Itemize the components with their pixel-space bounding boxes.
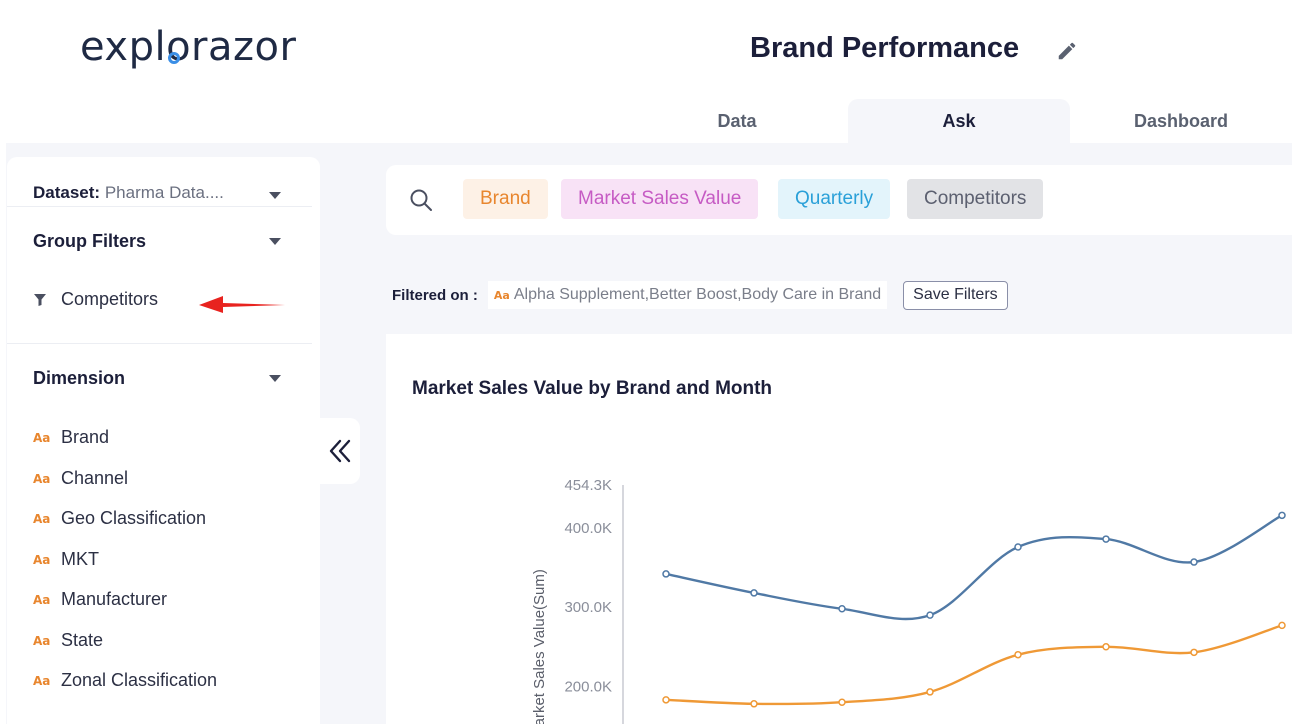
tab-data[interactable]: Data [717, 110, 757, 131]
text-type-icon: Aa [33, 633, 51, 648]
data-point [926, 688, 934, 696]
dataset-selector[interactable]: Dataset: Pharma Data.... [33, 183, 224, 203]
text-type-icon: Aa [33, 673, 51, 688]
dimension-item-geo-classification[interactable]: Aa Geo Classification [33, 508, 206, 529]
filtered-on-label: Filtered on : [392, 286, 478, 304]
series-line-2 [665, 624, 1283, 706]
text-type-icon: Aa [33, 430, 51, 445]
y-axis-label: Market Sales Value(Sum) [531, 569, 548, 724]
line-chart: 454.3K 400.0K 300.0K 200.0K Market Sales Val… [531, 477, 1286, 724]
logo[interactable]: explorazor [80, 24, 297, 70]
dataset-value: Pharma Data.... [104, 183, 224, 202]
y-tick-label: 454.3K [564, 477, 612, 494]
dimension-item-mkt[interactable]: Aa MKT [33, 549, 99, 570]
divider [7, 206, 312, 207]
collapse-sidebar-button[interactable] [320, 418, 360, 484]
pencil-icon[interactable] [1056, 40, 1078, 62]
dimension-label: Zonal Classification [61, 670, 218, 690]
dimension-item-state[interactable]: Aa State [33, 630, 103, 651]
y-tick-label: 200.0K [564, 678, 612, 695]
dimension-item-manufacturer[interactable]: Aa Manufacturer [33, 589, 167, 610]
dimension-label: MKT [61, 549, 99, 569]
dimension-item-brand[interactable]: Aa Brand [33, 427, 109, 448]
text-type-icon: Aa [493, 288, 510, 302]
data-point [1102, 643, 1110, 651]
chart-card: Market Sales Value by Brand and Month 45… [386, 334, 1292, 724]
dimension-label: State [61, 630, 104, 650]
query-chip-market-sales-value[interactable]: Market Sales Value [561, 179, 759, 219]
query-chip-brand[interactable]: Brand [463, 179, 548, 219]
filter-value-text: Alpha Supplement,Better Boost,Body Care … [513, 286, 882, 303]
data-point [1278, 511, 1286, 520]
view-tabs: Data Ask Dashboard [626, 99, 1292, 143]
search-icon[interactable] [408, 187, 434, 213]
y-tick-label: 300.0K [564, 599, 612, 616]
chevron-down-icon[interactable] [269, 375, 281, 382]
query-chip-quarterly[interactable]: Quarterly [778, 179, 891, 219]
chevron-down-icon[interactable] [269, 192, 281, 199]
save-filters-button[interactable]: Save Filters [903, 280, 1008, 310]
data-point [1190, 558, 1198, 566]
tab-dashboard[interactable]: Dashboard [1133, 110, 1229, 131]
app-header: explorazor Brand Performance Data Ask Da… [0, 0, 1292, 143]
data-point [1190, 648, 1198, 657]
red-arrow-icon [199, 296, 285, 313]
dimension-label: Manufacturer [61, 589, 168, 609]
tab-ask[interactable]: Ask [848, 99, 1070, 143]
query-chip-competitors[interactable]: Competitors [907, 179, 1044, 219]
text-type-icon: Aa [33, 592, 51, 607]
dimension-title[interactable]: Dimension [33, 368, 126, 388]
text-type-icon: Aa [33, 511, 51, 526]
group-filter-item[interactable]: Competitors [33, 289, 158, 310]
text-type-icon: Aa [33, 471, 51, 486]
text-type-icon: Aa [33, 552, 51, 567]
filter-icon [34, 293, 46, 306]
group-filters-title[interactable]: Group Filters [33, 231, 147, 251]
data-point [662, 570, 670, 578]
series-line-1 [665, 514, 1283, 621]
logo-magnifier-icon [168, 52, 180, 64]
data-point [1278, 621, 1286, 630]
filter-summary: Filtered on : Aa Alpha Supplement,Better… [392, 280, 1008, 310]
dataset-label: Dataset: [33, 183, 101, 202]
sidebar: Dataset: Pharma Data.... Group Filters C… [7, 157, 320, 724]
data-point [1014, 543, 1022, 551]
data-point [1102, 535, 1110, 543]
chevron-down-icon[interactable] [269, 238, 281, 245]
double-chevron-left-icon [329, 439, 351, 463]
dimension-item-channel[interactable]: Aa Channel [33, 468, 128, 489]
query-search-bar[interactable]: Brand Market Sales Value Quarterly Compe… [386, 165, 1292, 235]
divider [7, 343, 312, 344]
dimension-item-zonal-classification[interactable]: Aa Zonal Classification [33, 670, 217, 691]
data-point [750, 700, 758, 708]
data-point [926, 611, 934, 619]
dimension-label: Channel [61, 468, 129, 488]
data-point [1014, 650, 1022, 659]
group-filter-label: Competitors [61, 289, 159, 309]
chart-title: Market Sales Value by Brand and Month [412, 378, 773, 399]
data-point [838, 605, 846, 613]
filter-value[interactable]: Aa Alpha Supplement,Better Boost,Body Ca… [487, 281, 888, 309]
dimension-label: Brand [61, 427, 110, 447]
data-point [750, 589, 758, 597]
page-title: Brand Performance [750, 32, 1020, 64]
data-point [662, 696, 670, 704]
data-point [838, 698, 846, 706]
y-tick-label: 400.0K [564, 520, 612, 537]
dimension-label: Geo Classification [61, 508, 207, 528]
